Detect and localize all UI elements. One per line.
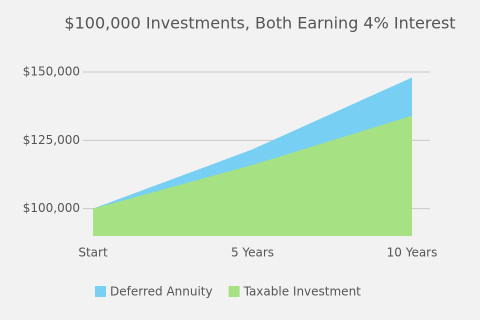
y-tick-label: $125,000 [23,133,80,147]
y-tick-label: $100,000 [23,201,80,215]
legend-label: Taxable Investment [243,285,362,299]
legend-label: Deferred Annuity [110,285,213,299]
x-tick-label: 5 Years [231,246,274,260]
x-tick-label: 10 Years [387,246,438,260]
legend-swatch [228,286,240,297]
legend-swatch [95,286,106,297]
area [93,115,412,236]
y-tick-label: $150,000 [23,65,80,79]
chart-title: $100,000 Investments, Both Earning 4% In… [64,14,455,33]
x-tick-label: Start [78,246,108,260]
